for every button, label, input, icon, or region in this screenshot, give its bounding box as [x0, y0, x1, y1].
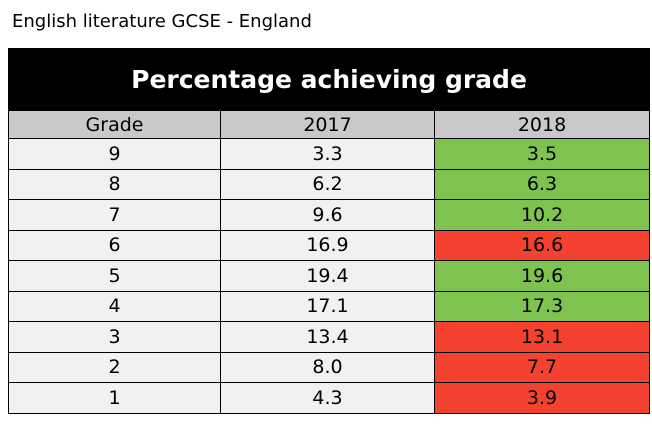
table-row: 2 8.0 7.7 [8, 351, 651, 383]
grade-cell: 3 [8, 321, 221, 353]
value-2018-cell: 17.3 [433, 290, 651, 322]
grades-table: Percentage achieving grade Grade 2017 20… [7, 48, 651, 414]
table-body: 9 3.3 3.5 8 6.2 6.3 7 9.6 10.2 6 16.9 16.6 5 19.4 19.6… [8, 138, 651, 414]
value-2017-cell: 19.4 [220, 260, 435, 292]
grade-cell: 4 [8, 290, 221, 322]
table-row: 9 3.3 3.5 [8, 138, 651, 170]
value-2018-cell: 6.3 [433, 168, 651, 200]
value-2017-cell: 8.0 [220, 351, 435, 383]
column-header-row: Grade 2017 2018 [8, 110, 651, 139]
grade-cell: 6 [8, 229, 221, 261]
value-2018-cell: 3.5 [433, 138, 651, 170]
value-2018-cell: 13.1 [433, 321, 651, 353]
table-row: 7 9.6 10.2 [8, 199, 651, 231]
grade-cell: 2 [8, 351, 221, 383]
value-2018-cell: 7.7 [433, 351, 651, 383]
value-2017-cell: 9.6 [220, 199, 435, 231]
value-2017-cell: 16.9 [220, 229, 435, 261]
table-title: Percentage achieving grade [7, 48, 651, 111]
table-row: 4 17.1 17.3 [8, 290, 651, 322]
table-row: 1 4.3 3.9 [8, 382, 651, 414]
table-row: 6 16.9 16.6 [8, 229, 651, 261]
value-2018-cell: 10.2 [433, 199, 651, 231]
value-2018-cell: 16.6 [433, 229, 651, 261]
value-2018-cell: 19.6 [433, 260, 651, 292]
value-2017-cell: 4.3 [220, 382, 435, 414]
value-2017-cell: 13.4 [220, 321, 435, 353]
grade-cell: 1 [8, 382, 221, 414]
table-row: 5 19.4 19.6 [8, 260, 651, 292]
table-row: 3 13.4 13.1 [8, 321, 651, 353]
grade-cell: 5 [8, 260, 221, 292]
table-title-row: Percentage achieving grade [7, 48, 651, 111]
grade-cell: 9 [8, 138, 221, 170]
value-2017-cell: 3.3 [220, 138, 435, 170]
grade-cell: 7 [8, 199, 221, 231]
chart-caption: English literature GCSE - England [12, 11, 312, 32]
column-header-grade: Grade [8, 110, 221, 139]
table-row: 8 6.2 6.3 [8, 168, 651, 200]
grade-cell: 8 [8, 168, 221, 200]
value-2018-cell: 3.9 [433, 382, 651, 414]
value-2017-cell: 17.1 [220, 290, 435, 322]
column-header-2017: 2017 [220, 110, 435, 139]
value-2017-cell: 6.2 [220, 168, 435, 200]
column-header-2018: 2018 [433, 110, 651, 139]
